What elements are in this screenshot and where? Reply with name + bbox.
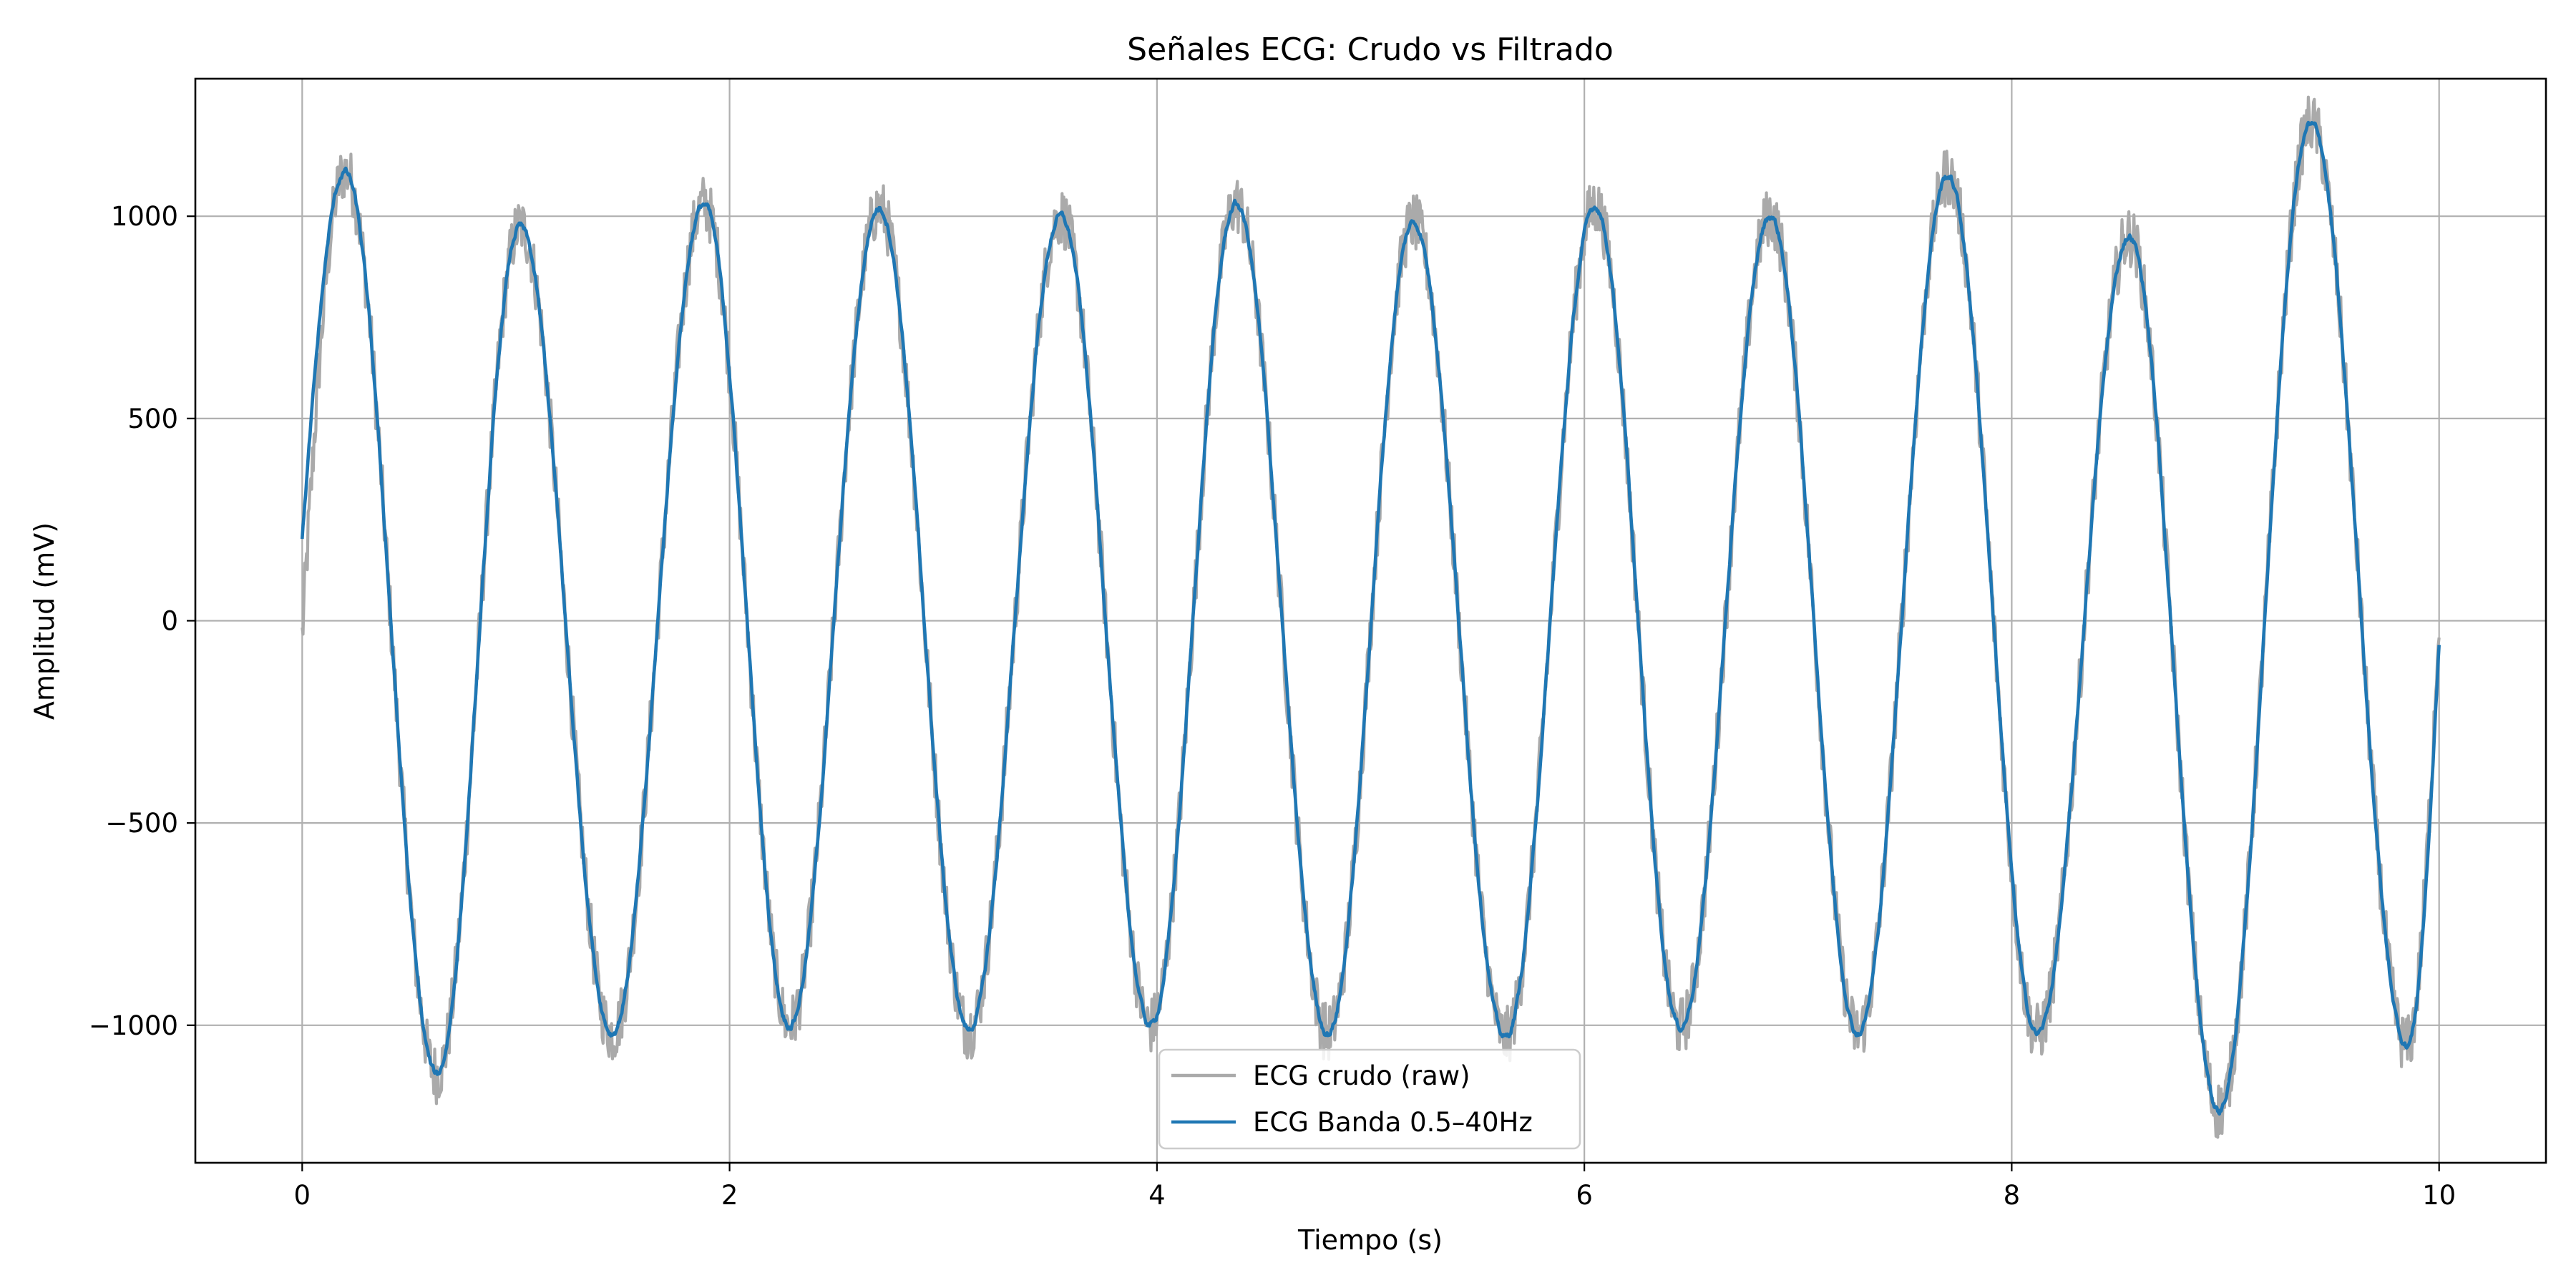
y-tick-label: 500 [127, 404, 178, 434]
x-tick-label: 0 [294, 1180, 311, 1211]
y-tick-label: 0 [161, 606, 178, 637]
y-tick-label: −500 [105, 808, 178, 839]
legend-label-raw: ECG crudo (raw) [1253, 1060, 1470, 1091]
x-tick-label: 10 [2422, 1180, 2456, 1211]
y-tick-label: 1000 [111, 201, 178, 232]
legend: ECG crudo (raw) ECG Banda 0.5–40Hz [1158, 1048, 1581, 1150]
axis-ticks: 0 2 4 6 8 10 −1000 −500 0 500 1000 [89, 201, 2456, 1211]
x-tick-label: 8 [2004, 1180, 2021, 1211]
x-tick-label: 6 [1576, 1180, 1593, 1211]
legend-box [1158, 1048, 1581, 1150]
series-line-filtered [301, 120, 2441, 1116]
y-tick-label: −1000 [89, 1010, 178, 1041]
series-lines [301, 95, 2441, 1139]
x-axis-label: Tiempo (s) [1297, 1224, 1443, 1256]
legend-label-filtered: ECG Banda 0.5–40Hz [1253, 1107, 1533, 1138]
x-tick-label: 2 [721, 1180, 738, 1211]
chart-title: Señales ECG: Crudo vs Filtrado [1127, 31, 1614, 68]
y-axis-label: Amplitud (mV) [29, 522, 60, 720]
x-tick-label: 4 [1148, 1180, 1166, 1211]
